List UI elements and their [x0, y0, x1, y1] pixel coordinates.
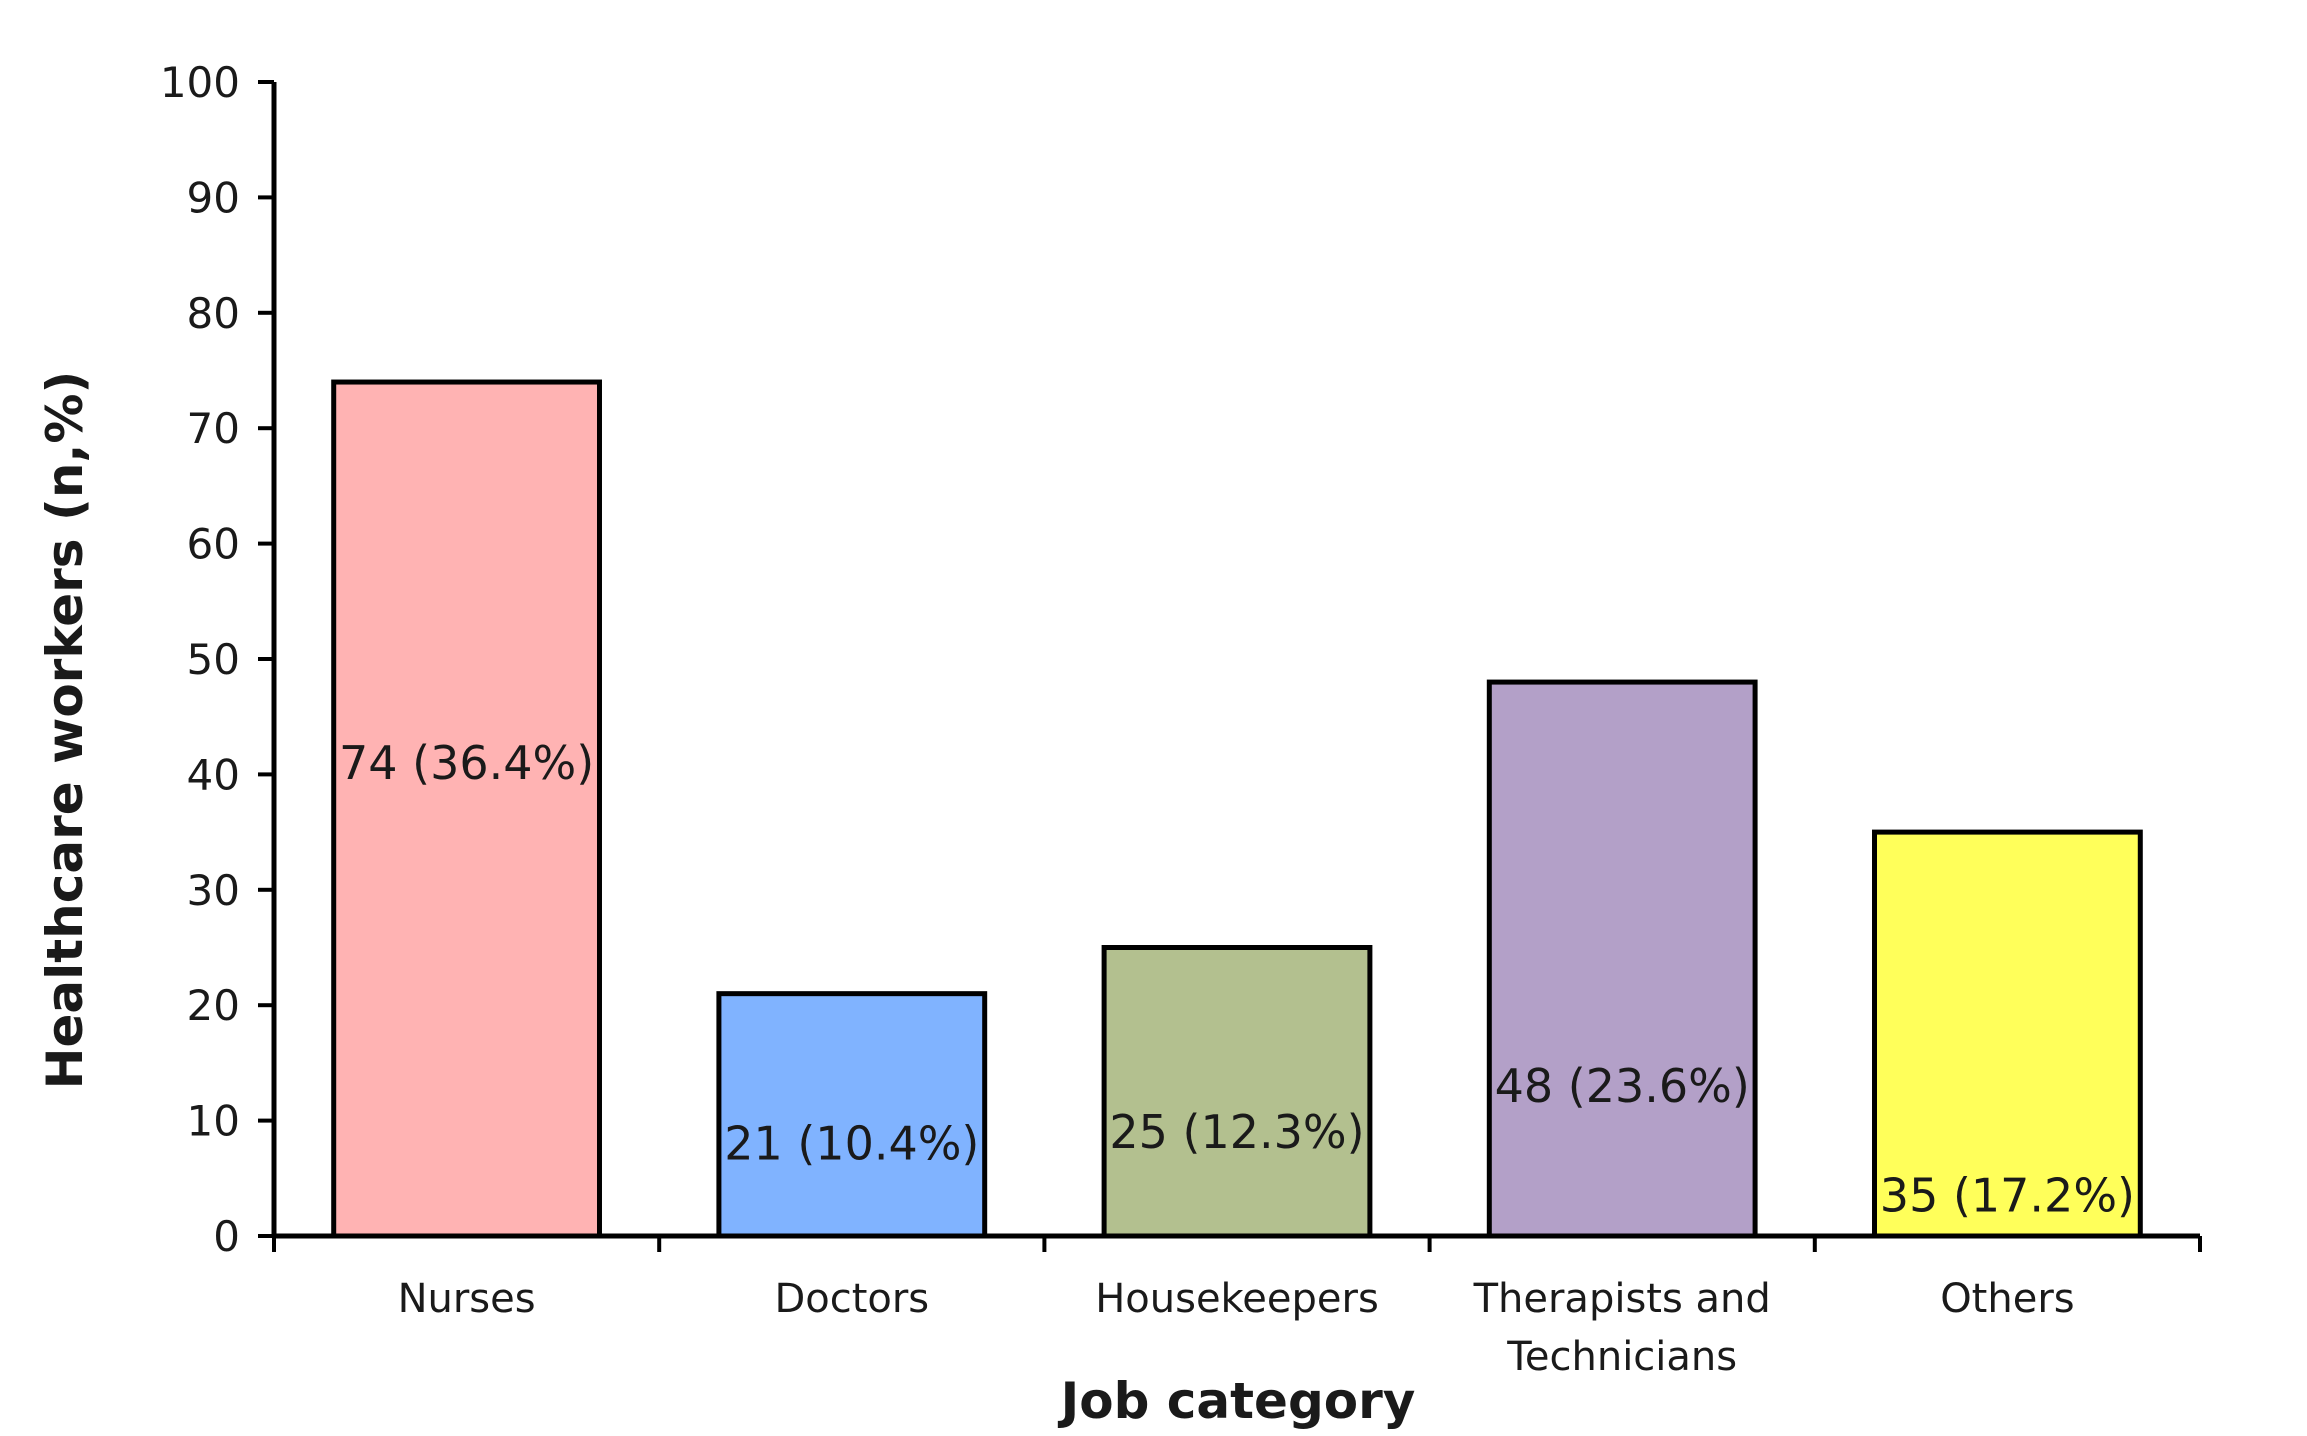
y-tick-label: 60: [187, 520, 240, 569]
bar-data-label: 74 (36.4%): [339, 736, 594, 790]
y-tick-label: 10: [187, 1097, 240, 1146]
bar: [716, 991, 988, 1239]
y-tick-label: 70: [187, 404, 240, 453]
y-tick-label: 80: [187, 289, 240, 338]
bar-data-label: 35 (17.2%): [1880, 1169, 2135, 1223]
bars-group: [331, 379, 2143, 1239]
y-tick-label: 40: [187, 750, 240, 799]
bar-data-label: 25 (12.3%): [1109, 1105, 1364, 1159]
y-tick-label: 20: [187, 981, 240, 1030]
bar: [1101, 945, 1373, 1239]
bar-data-label: 48 (23.6%): [1495, 1059, 1750, 1113]
x-tick-labels-group: Nurses Doctors Housekeepers Therapists and T…: [398, 1276, 2075, 1380]
bar: [1486, 679, 1758, 1239]
x-tick-label: Therapists and Technicians: [1473, 1276, 1771, 1380]
x-tick-label: Nurses: [398, 1276, 536, 1322]
y-tick-label: 90: [187, 173, 240, 222]
x-tick-label: Housekeepers: [1095, 1276, 1379, 1322]
bar-data-label: 21 (10.4%): [724, 1117, 979, 1171]
y-tick-label: 30: [187, 866, 240, 915]
x-axis-title: Job category: [1058, 1372, 1416, 1430]
x-tick-label: Doctors: [774, 1276, 929, 1322]
bar: [331, 379, 602, 1239]
y-tick-label: 100: [160, 58, 240, 107]
y-axis-title: Healthcare workers (n,%): [36, 371, 94, 1090]
x-axis: [272, 1233, 2202, 1252]
data-labels-group: 74 (36.4%) 21 (10.4%) 25 (12.3%) 48 (23.6%)…: [339, 736, 2135, 1223]
y-axis: 0 10 20 30 40 50 60 70 80 90 100: [160, 58, 277, 1261]
x-tick-label: Others: [1940, 1276, 2074, 1322]
y-tick-label: 50: [187, 635, 240, 684]
y-tick-label: 0: [213, 1212, 240, 1261]
